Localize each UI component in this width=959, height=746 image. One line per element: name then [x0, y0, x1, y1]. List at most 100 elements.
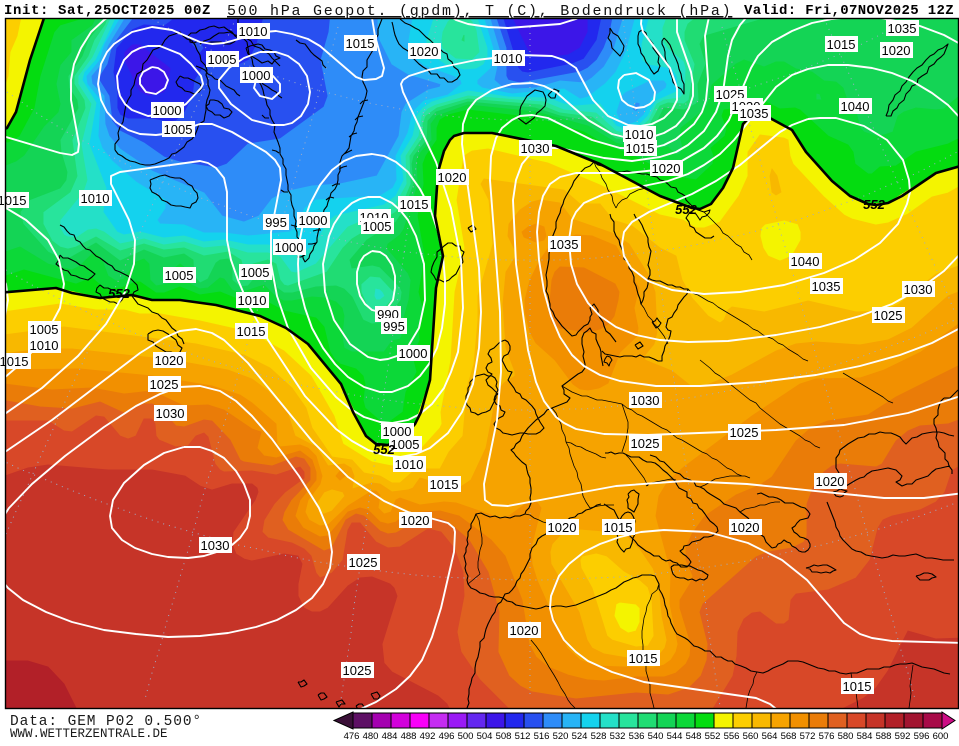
svg-text:995: 995	[383, 319, 405, 334]
svg-text:500 hPa Geopot. (gpdm), T (C),: 500 hPa Geopot. (gpdm), T (C), Bodendruc…	[227, 3, 732, 20]
svg-text:552: 552	[108, 286, 130, 301]
svg-text:1005: 1005	[164, 122, 193, 137]
svg-text:552: 552	[373, 442, 395, 457]
svg-text:1010: 1010	[30, 338, 59, 353]
svg-text:1020: 1020	[816, 474, 845, 489]
svg-text:580: 580	[838, 731, 854, 741]
svg-text:1035: 1035	[888, 21, 917, 36]
svg-text:1015: 1015	[604, 520, 633, 535]
svg-text:500: 500	[458, 731, 474, 741]
svg-text:1040: 1040	[841, 99, 870, 114]
svg-text:1005: 1005	[391, 437, 420, 452]
svg-text:1025: 1025	[874, 308, 903, 323]
svg-text:496: 496	[439, 731, 455, 741]
svg-text:576: 576	[819, 731, 835, 741]
svg-text:1035: 1035	[550, 237, 579, 252]
svg-text:1000: 1000	[383, 424, 412, 439]
svg-text:1035: 1035	[740, 106, 769, 121]
svg-text:1015: 1015	[626, 141, 655, 156]
svg-text:995: 995	[265, 215, 287, 230]
svg-text:1025: 1025	[730, 425, 759, 440]
svg-text:532: 532	[610, 731, 626, 741]
svg-text:552: 552	[863, 197, 885, 212]
svg-text:1005: 1005	[165, 268, 194, 283]
svg-text:1015: 1015	[827, 37, 856, 52]
svg-text:1000: 1000	[399, 346, 428, 361]
svg-text:596: 596	[914, 731, 930, 741]
svg-text:1015: 1015	[0, 354, 28, 369]
svg-text:504: 504	[477, 731, 493, 741]
svg-text:1010: 1010	[494, 51, 523, 66]
svg-text:476: 476	[344, 731, 360, 741]
svg-text:1025: 1025	[150, 377, 179, 392]
svg-text:1005: 1005	[30, 322, 59, 337]
svg-text:1020: 1020	[155, 353, 184, 368]
svg-text:584: 584	[857, 731, 873, 741]
svg-text:1020: 1020	[882, 43, 911, 58]
svg-text:1015: 1015	[430, 477, 459, 492]
svg-text:1015: 1015	[237, 324, 266, 339]
svg-text:1010: 1010	[81, 191, 110, 206]
svg-text:1015: 1015	[629, 651, 658, 666]
svg-text:524: 524	[572, 731, 588, 741]
svg-text:1000: 1000	[299, 213, 328, 228]
svg-text:552: 552	[705, 731, 721, 741]
svg-text:1020: 1020	[401, 513, 430, 528]
svg-text:564: 564	[762, 731, 778, 741]
svg-text:1005: 1005	[241, 265, 270, 280]
svg-text:1025: 1025	[349, 555, 378, 570]
svg-text:1020: 1020	[731, 520, 760, 535]
svg-text:1010: 1010	[625, 127, 654, 142]
svg-text:1020: 1020	[652, 161, 681, 176]
svg-text:488: 488	[401, 731, 417, 741]
svg-text:1015: 1015	[0, 193, 26, 208]
svg-text:1000: 1000	[153, 103, 182, 118]
svg-text:1005: 1005	[363, 219, 392, 234]
svg-text:1025: 1025	[631, 436, 660, 451]
svg-text:536: 536	[629, 731, 645, 741]
svg-text:512: 512	[515, 731, 531, 741]
svg-text:1030: 1030	[521, 141, 550, 156]
svg-text:1000: 1000	[275, 240, 304, 255]
svg-text:1010: 1010	[239, 24, 268, 39]
svg-text:568: 568	[781, 731, 797, 741]
svg-text:1010: 1010	[395, 457, 424, 472]
svg-text:1030: 1030	[201, 538, 230, 553]
svg-text:556: 556	[724, 731, 740, 741]
svg-text:1030: 1030	[631, 393, 660, 408]
svg-text:Init: Sat,25OCT2025 00Z: Init: Sat,25OCT2025 00Z	[4, 3, 211, 19]
svg-text:1030: 1030	[156, 406, 185, 421]
svg-text:1020: 1020	[438, 170, 467, 185]
svg-text:1030: 1030	[904, 282, 933, 297]
svg-text:492: 492	[420, 731, 436, 741]
svg-text:540: 540	[648, 731, 664, 741]
svg-text:548: 548	[686, 731, 702, 741]
svg-text:508: 508	[496, 731, 512, 741]
svg-text:1035: 1035	[812, 279, 841, 294]
svg-text:480: 480	[363, 731, 379, 741]
svg-text:528: 528	[591, 731, 607, 741]
svg-text:600: 600	[933, 731, 949, 741]
svg-text:588: 588	[876, 731, 892, 741]
svg-text:516: 516	[534, 731, 550, 741]
svg-text:572: 572	[800, 731, 816, 741]
svg-text:1025: 1025	[343, 663, 372, 678]
svg-text:1020: 1020	[548, 520, 577, 535]
svg-text:592: 592	[895, 731, 911, 741]
svg-text:Valid: Fri,07NOV2025 12Z: Valid: Fri,07NOV2025 12Z	[744, 3, 954, 19]
svg-text:1020: 1020	[410, 44, 439, 59]
svg-text:484: 484	[382, 731, 398, 741]
svg-text:1010: 1010	[238, 293, 267, 308]
svg-text:560: 560	[743, 731, 759, 741]
svg-text:1040: 1040	[791, 254, 820, 269]
svg-text:520: 520	[553, 731, 569, 741]
svg-text:1015: 1015	[400, 197, 429, 212]
svg-text:Data: GEM P02 0.500°: Data: GEM P02 0.500°	[10, 714, 202, 730]
svg-text:552: 552	[675, 202, 697, 217]
svg-text:WWW.WETTERZENTRALE.DE: WWW.WETTERZENTRALE.DE	[10, 727, 168, 741]
svg-text:1000: 1000	[242, 68, 271, 83]
svg-text:1020: 1020	[510, 623, 539, 638]
svg-text:1015: 1015	[843, 679, 872, 694]
svg-text:1015: 1015	[346, 36, 375, 51]
svg-text:1005: 1005	[208, 52, 237, 67]
